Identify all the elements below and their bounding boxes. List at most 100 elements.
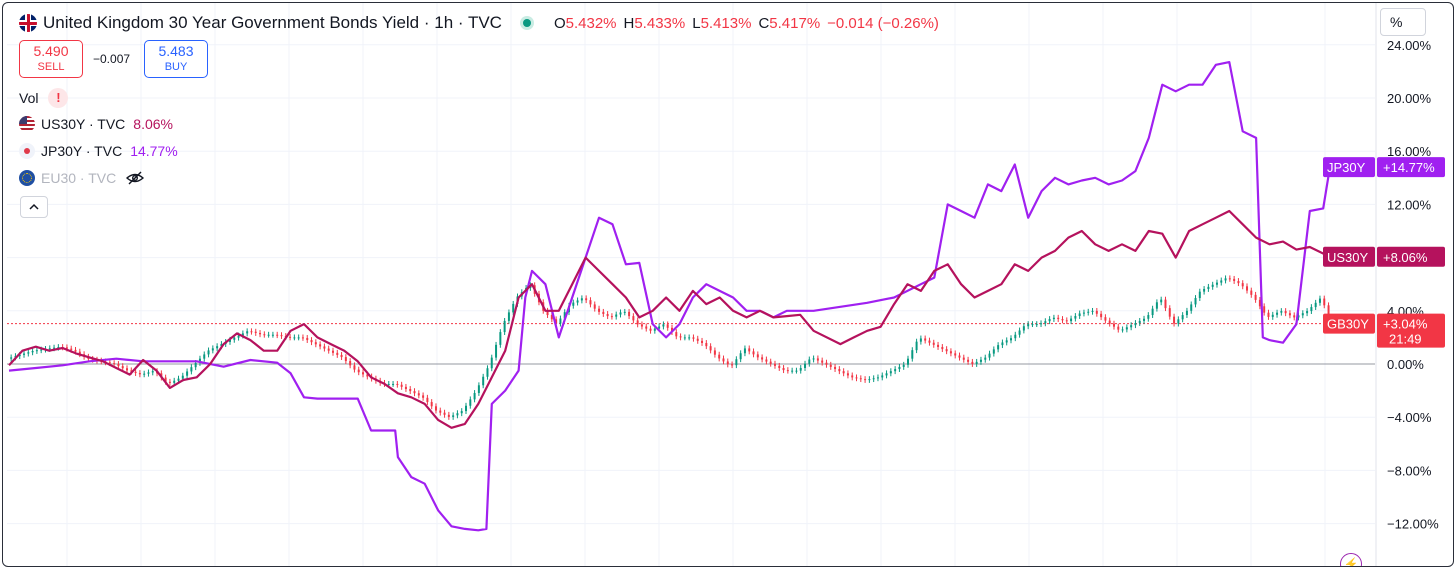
candle-body — [795, 370, 798, 372]
buy-price: 5.483 — [158, 43, 194, 59]
candle-body — [1284, 311, 1287, 314]
candle-body — [1048, 319, 1051, 322]
candle-body — [1087, 311, 1090, 313]
candle-body — [1297, 315, 1300, 318]
candle-body — [173, 380, 176, 383]
candle-body — [349, 361, 352, 366]
candle-body — [357, 369, 360, 373]
series-line-us30y[interactable] — [8, 209, 1331, 429]
candle-body — [675, 332, 678, 337]
candle-body — [683, 337, 686, 339]
candle-body — [198, 358, 201, 363]
candle-body — [271, 334, 274, 336]
candle-body — [555, 319, 558, 324]
candle-body — [207, 350, 210, 355]
candle-body — [791, 370, 794, 372]
candle-body — [872, 378, 875, 380]
uk-flag-icon — [19, 14, 37, 32]
candle-body — [576, 300, 579, 303]
candle-body — [413, 391, 416, 394]
candle-body — [280, 335, 283, 337]
candle-body — [40, 349, 43, 351]
candle-body — [623, 311, 626, 313]
candle-body — [1267, 312, 1270, 317]
candle-body — [495, 344, 498, 358]
candle-body — [739, 353, 742, 360]
legend-jp30y-value: 14.77% — [130, 143, 178, 159]
candle-body — [1246, 286, 1249, 291]
candle-body — [465, 405, 468, 412]
candle-body — [954, 353, 957, 356]
candle-body — [645, 326, 648, 329]
candle-body — [121, 366, 124, 369]
candle-body — [434, 406, 437, 411]
candle-body — [602, 311, 605, 314]
candle-body — [919, 338, 922, 342]
candle-body — [563, 312, 566, 319]
candle-body — [855, 377, 858, 379]
candle-body — [585, 298, 588, 301]
chart-header: United Kingdom 30 Year Government Bonds … — [19, 13, 939, 33]
candle-body — [610, 316, 613, 318]
candle-body — [254, 331, 257, 333]
candle-body — [821, 360, 824, 363]
candle-body — [1288, 313, 1291, 316]
candle-body — [769, 361, 772, 364]
candle-body — [765, 359, 768, 362]
candle-body — [417, 393, 420, 396]
candle-body — [756, 354, 759, 358]
legend-volume[interactable]: Vol ! — [19, 88, 69, 108]
candle-body — [439, 410, 442, 413]
candle-body — [1052, 317, 1055, 320]
candle-body — [1258, 299, 1261, 307]
legend-eu30-symbol: EU30 · TVC — [41, 170, 117, 186]
candle-body — [1117, 326, 1120, 330]
legend-us30y[interactable]: US30Y · TVC 8.06% — [19, 116, 173, 132]
sell-button[interactable]: 5.490 SELL — [19, 40, 83, 78]
legend-jp30y[interactable]: JP30Y · TVC 14.77% — [19, 143, 178, 159]
collapse-legend-button[interactable] — [20, 196, 48, 218]
candle-body — [988, 353, 991, 358]
symbol-title[interactable]: United Kingdom 30 Year Government Bonds … — [43, 13, 502, 32]
candle-body — [250, 331, 253, 333]
candle-body — [1070, 318, 1073, 322]
series-name-label: JP30Y — [1327, 160, 1366, 175]
buy-button[interactable]: 5.483 BUY — [144, 40, 208, 78]
candle-body — [113, 363, 116, 365]
candle-body — [679, 336, 682, 338]
candle-body — [1005, 340, 1008, 343]
candle-body — [452, 415, 455, 417]
price-chart[interactable]: 24.00%20.00%16.00%12.00%8.00%4.00%0.00%−… — [3, 3, 1453, 566]
candle-body — [31, 351, 34, 353]
candle-body — [1001, 342, 1004, 346]
candle-body — [928, 340, 931, 343]
candle-body — [967, 359, 970, 362]
candle-body — [653, 328, 656, 331]
candle-body — [263, 334, 266, 336]
y-tick-label: 24.00% — [1387, 38, 1432, 53]
eu-flag-icon — [19, 170, 35, 186]
series-name-label: GB30Y — [1327, 317, 1369, 332]
candle-body — [267, 334, 270, 336]
candle-body — [400, 384, 403, 387]
candle-body — [1155, 302, 1158, 309]
candle-body — [1198, 291, 1201, 299]
warning-icon[interactable]: ! — [48, 88, 69, 108]
candle-body — [1082, 312, 1085, 314]
legend-eu30[interactable]: EU30 · TVC — [19, 170, 145, 186]
candle-body — [276, 334, 279, 336]
candle-body — [181, 375, 184, 379]
candle-body — [1263, 306, 1266, 313]
candle-body — [396, 383, 399, 385]
candle-body — [18, 354, 21, 357]
candle-body — [846, 373, 849, 376]
us-flag-icon — [19, 116, 35, 132]
price-change: −0.014 (−0.26%) — [827, 14, 939, 32]
percent-scale-button[interactable]: % — [1380, 8, 1426, 36]
candle-body — [1250, 290, 1253, 295]
hidden-eye-icon[interactable] — [126, 171, 145, 185]
candle-body — [362, 372, 365, 375]
candle-body — [1112, 323, 1115, 327]
series-line-jp30y[interactable] — [8, 61, 1331, 532]
candle-body — [499, 332, 502, 345]
